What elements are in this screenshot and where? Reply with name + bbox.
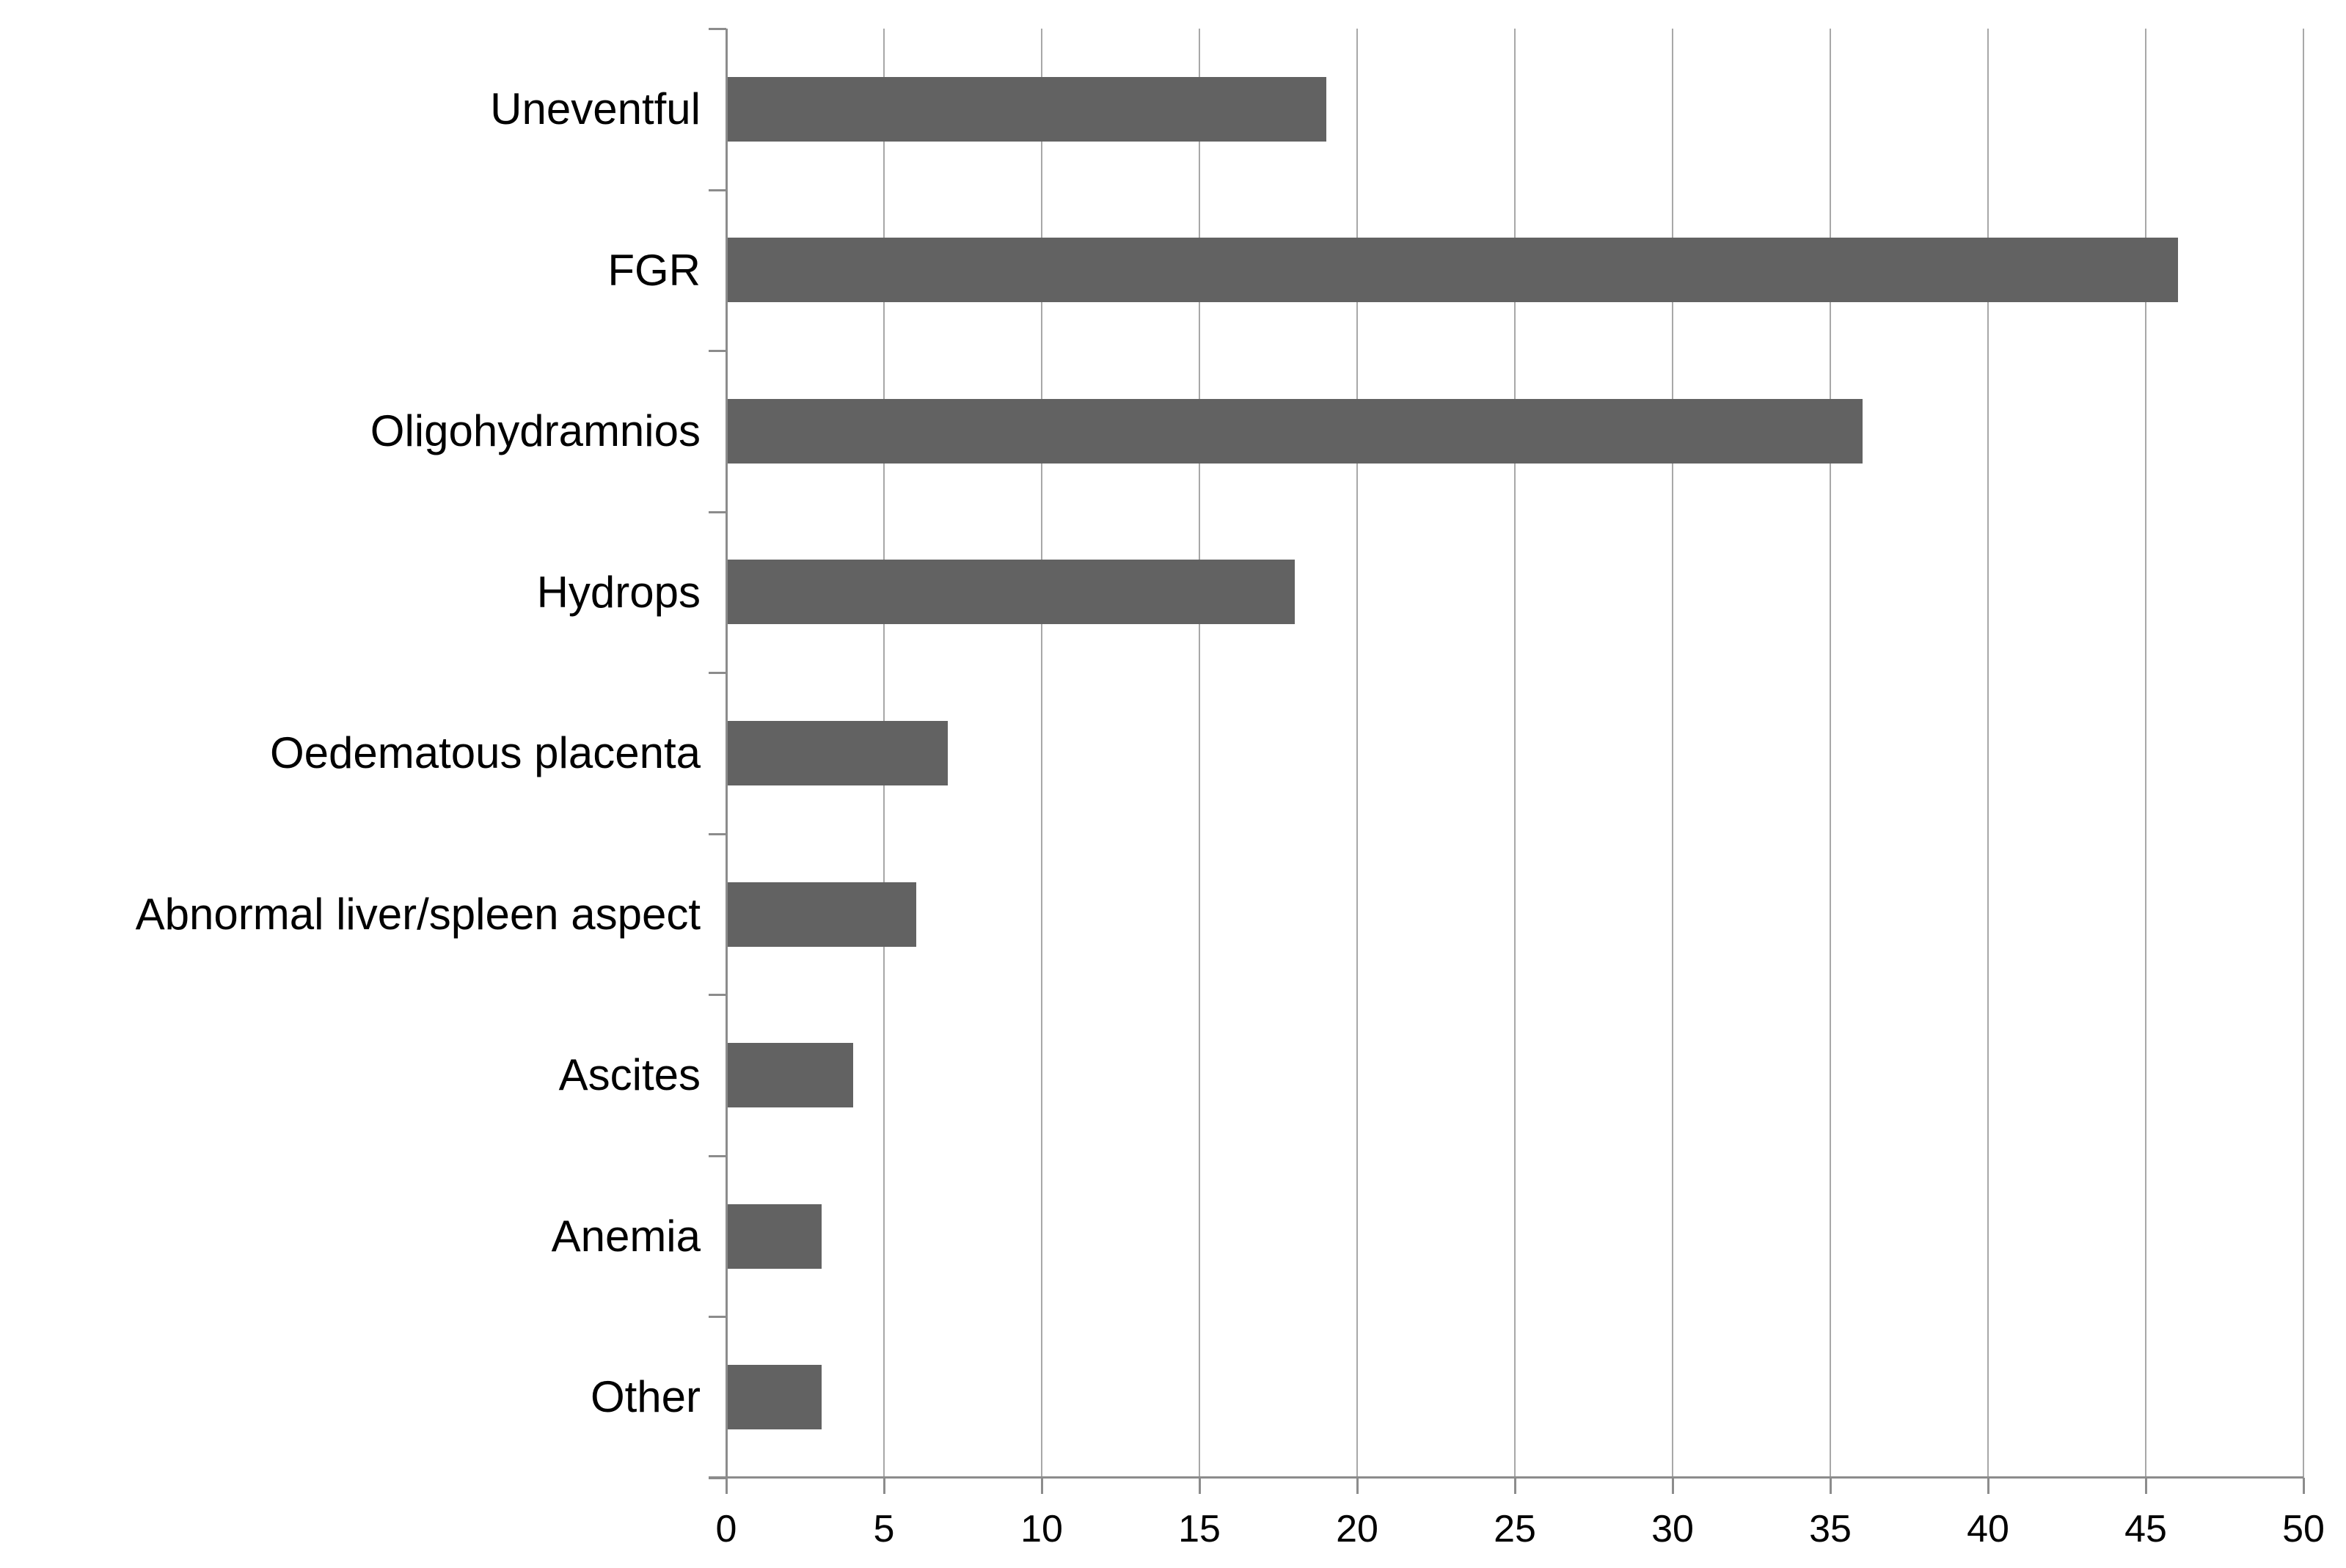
- gridline-10: [1041, 29, 1042, 1478]
- x-axis-tick-mark-0: [726, 1478, 728, 1494]
- bar-hydrops: [727, 560, 1295, 625]
- category-label-ascites: Ascites: [558, 1050, 701, 1100]
- x-tick-label-25: 25: [1494, 1508, 1536, 1550]
- bar-abnormal-liver-spleen-aspect: [727, 882, 916, 947]
- category-label-fgr: FGR: [607, 245, 701, 295]
- x-axis-tick-mark-35: [1830, 1478, 1832, 1494]
- category-label-oligohydramnios: Oligohydramnios: [370, 406, 701, 456]
- x-tick-label-10: 10: [1020, 1508, 1063, 1550]
- y-axis-tick-mark: [709, 1477, 726, 1479]
- y-axis-tick-mark: [709, 28, 726, 30]
- bar-anemia: [727, 1204, 822, 1269]
- y-axis-line: [726, 29, 728, 1478]
- x-axis-line: [709, 1476, 2303, 1479]
- x-tick-label-35: 35: [1809, 1508, 1852, 1550]
- x-tick-label-15: 15: [1178, 1508, 1221, 1550]
- gridline-15: [1199, 29, 1200, 1478]
- category-label-abnormal-liver-spleen-aspect: Abnormal liver/spleen aspect: [135, 889, 701, 939]
- x-tick-label-30: 30: [1651, 1508, 1694, 1550]
- x-axis-tick-mark-40: [1987, 1478, 1989, 1494]
- bar-oedematous-placenta: [727, 721, 948, 785]
- y-axis-tick-mark: [709, 350, 726, 353]
- x-tick-label-45: 45: [2124, 1508, 2167, 1550]
- y-axis-tick-mark: [709, 672, 726, 675]
- gridline-50: [2303, 29, 2304, 1478]
- bar-oligohydramnios: [727, 398, 1863, 464]
- category-label-hydrops: Hydrops: [536, 567, 701, 617]
- x-tick-label-50: 50: [2282, 1508, 2325, 1550]
- x-axis-tick-mark-50: [2303, 1478, 2305, 1494]
- x-axis-tick-mark-45: [2145, 1478, 2147, 1494]
- x-axis-tick-mark-10: [1041, 1478, 1043, 1494]
- category-label-oedematous-placenta: Oedematous placenta: [269, 728, 701, 778]
- bar-uneventful: [727, 76, 1326, 142]
- gridline-20: [1356, 29, 1358, 1478]
- gridline-40: [1987, 29, 1989, 1478]
- x-tick-label-20: 20: [1336, 1508, 1378, 1550]
- y-axis-tick-mark: [709, 188, 726, 191]
- x-tick-label-40: 40: [1967, 1508, 2009, 1550]
- x-axis-tick-mark-25: [1514, 1478, 1516, 1494]
- gridline-25: [1514, 29, 1516, 1478]
- plot-area: [709, 28, 2305, 1494]
- x-axis-tick-mark-20: [1356, 1478, 1359, 1494]
- y-axis-tick-mark: [709, 994, 726, 997]
- gridline-45: [2145, 29, 2146, 1478]
- x-axis-tick-mark-5: [883, 1478, 885, 1494]
- bar-other: [727, 1365, 822, 1430]
- y-axis-tick-mark: [709, 1154, 726, 1157]
- x-axis-tick-mark-15: [1199, 1478, 1201, 1494]
- bar-fgr: [727, 238, 2178, 303]
- category-label-other: Other: [590, 1372, 701, 1422]
- x-tick-label-0: 0: [715, 1508, 737, 1550]
- category-label-uneventful: Uneventful: [490, 84, 701, 133]
- x-tick-label-5: 5: [873, 1508, 895, 1550]
- x-axis-tick-mark-30: [1672, 1478, 1674, 1494]
- category-label-anemia: Anemia: [551, 1211, 701, 1261]
- gridline-30: [1672, 29, 1673, 1478]
- y-axis-tick-mark: [709, 832, 726, 835]
- bar-ascites: [727, 1043, 853, 1108]
- gridline-35: [1830, 29, 1831, 1478]
- y-axis-tick-mark: [709, 510, 726, 513]
- y-axis-tick-mark: [709, 1316, 726, 1319]
